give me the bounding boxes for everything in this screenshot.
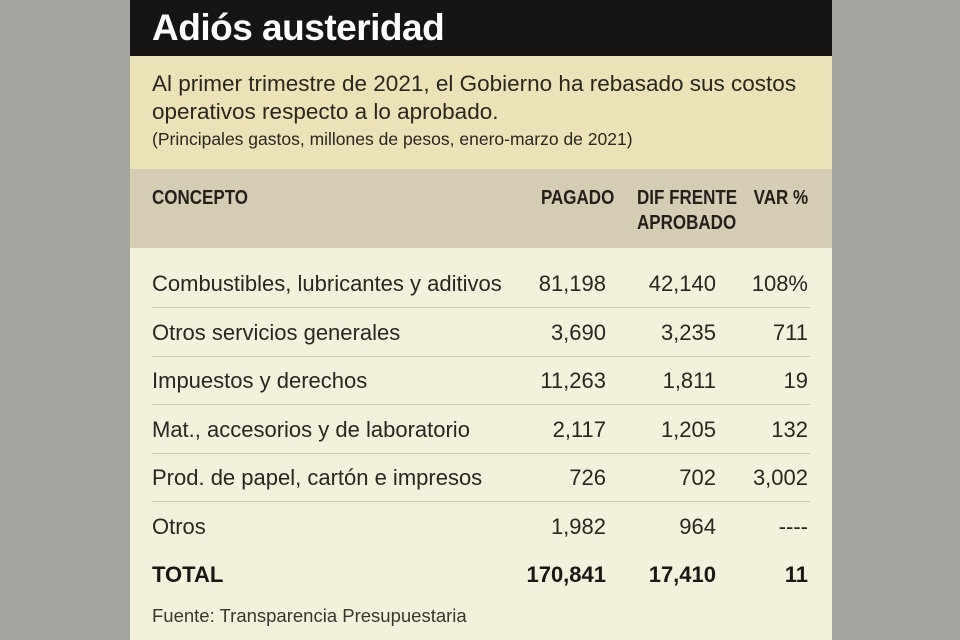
- table-row: Impuestos y derechos 11,263 1,811 19: [152, 356, 810, 405]
- infographic-panel: Adiós austeridad Al primer trimestre de …: [130, 0, 832, 640]
- chart-title: Adiós austeridad: [152, 7, 445, 48]
- table-row: Otros 1,982 964 ----: [152, 502, 810, 550]
- cell-var: 108%: [751, 271, 808, 296]
- title-bar: Adiós austeridad: [130, 0, 832, 56]
- cell-pagado: 81,198: [538, 271, 606, 296]
- header-concepto: CONCEPTO: [152, 187, 249, 209]
- header-dif-line2: APROBADO: [637, 212, 737, 234]
- cell-pagado: 2,117: [552, 416, 606, 442]
- subtitle-box: Al primer trimestre de 2021, el Gobierno…: [130, 56, 832, 169]
- source-note: Fuente: Transparencia Presupuestaria: [152, 605, 467, 626]
- cell-var: ----: [778, 513, 808, 539]
- cell-pagado: 11,263: [540, 368, 606, 393]
- table-row: Mat., accesorios y de laboratorio 2,117 1,…: [152, 405, 810, 454]
- cell-concepto: Otros servicios generales: [152, 319, 401, 345]
- header-pagado: PAGADO: [540, 187, 614, 209]
- cell-dif: 17,410: [648, 562, 716, 587]
- cell-pagado: 726: [569, 465, 606, 490]
- header-dif-line1: DIF FRENTE: [637, 187, 738, 209]
- cell-dif: 964: [679, 513, 716, 539]
- cell-var: 19: [783, 368, 808, 393]
- cell-concepto: Combustibles, lubricantes y aditivos: [152, 271, 502, 296]
- cell-pagado: 3,690: [550, 319, 606, 345]
- units-note: (Principales gastos, millones de pesos, …: [152, 129, 633, 149]
- cell-dif: 1,811: [662, 368, 716, 393]
- cell-dif: 42,140: [648, 271, 716, 296]
- cell-var: 711: [772, 319, 808, 345]
- table-row: Otros servicios generales 3,690 3,235 711: [152, 308, 810, 357]
- table-total-row: TOTAL 170,841 17,410 11: [152, 550, 810, 598]
- header-dif-frente-aprobado: DIF FRENTE APROBADO: [637, 186, 737, 236]
- cell-concepto: TOTAL: [152, 562, 224, 587]
- chart-subtitle: Al primer trimestre de 2021, el Gobierno…: [152, 71, 797, 124]
- cell-pagado: 170,841: [526, 562, 606, 587]
- table-row: Combustibles, lubricantes y aditivos 81,1…: [152, 259, 810, 308]
- cell-concepto: Impuestos y derechos: [152, 368, 368, 393]
- cell-concepto: Prod. de papel, cartón e impresos: [152, 465, 483, 490]
- cell-concepto: Otros: [152, 513, 206, 539]
- cell-var: 11: [784, 562, 808, 587]
- header-var: VAR %: [753, 187, 808, 209]
- cell-var: 3,002: [752, 465, 808, 490]
- cell-dif: 702: [679, 465, 716, 490]
- cell-var: 132: [771, 416, 808, 442]
- cell-dif: 3,235: [660, 319, 716, 345]
- table-row: Prod. de papel, cartón e impresos 726 702 3…: [152, 453, 810, 502]
- cell-concepto: Mat., accesorios y de laboratorio: [152, 416, 470, 442]
- cell-pagado: 1,982: [550, 513, 606, 539]
- table-header: CONCEPTO PAGADO DIF FRENTE APROBADO VAR …: [130, 169, 832, 248]
- cell-dif: 1,205: [660, 416, 716, 442]
